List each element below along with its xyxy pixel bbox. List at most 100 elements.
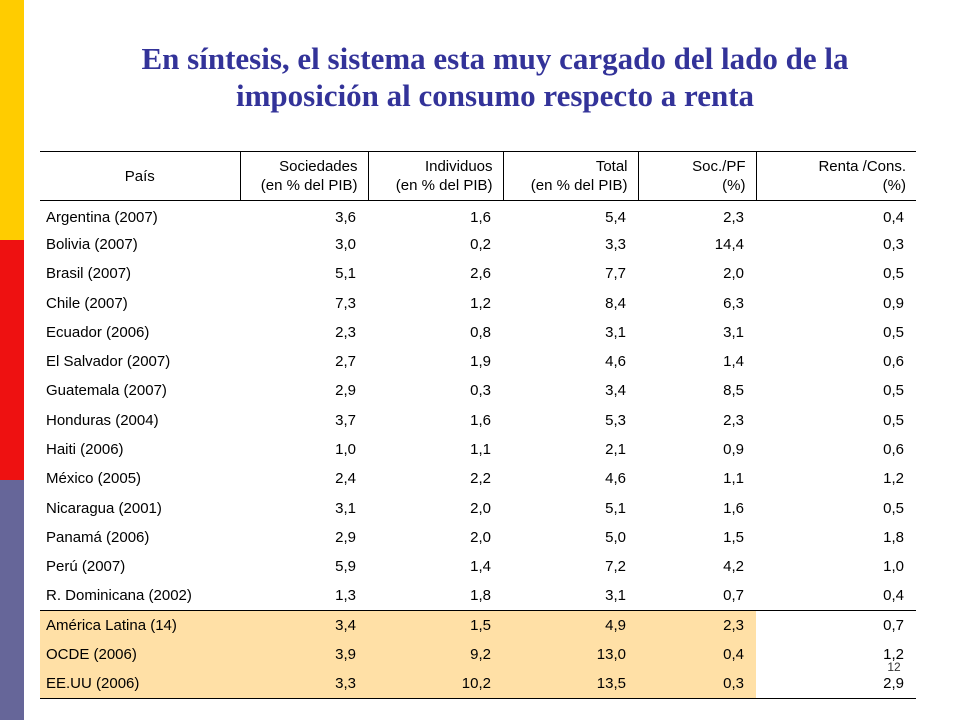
table-row: Guatemala (2007) 2,9 0,3 3,4 8,5 0,5 [40, 376, 916, 405]
cell-country: Brasil (2007) [46, 265, 132, 283]
cell-country: OCDE (2006) [40, 639, 240, 670]
cell-total: 5,4 [605, 208, 626, 226]
table-row: Honduras (2004) 3,7 1,6 5,3 2,3 0,5 [40, 406, 916, 435]
cell-sociedades: 1,0 [335, 441, 356, 459]
cell-soc-pf: 4,2 [723, 558, 744, 576]
cell-total: 4,9 [503, 610, 638, 640]
table-row: Bolivia (2007) 3,0 0,2 3,3 14,4 0,3 [40, 230, 916, 259]
slide-number: 12 [887, 660, 901, 674]
cell-total: 8,4 [605, 294, 626, 312]
cell-total: 4,6 [605, 353, 626, 371]
cell-sociedades: 2,7 [335, 353, 356, 371]
cell-country: Argentina (2007) [46, 208, 158, 226]
table-row: México (2005) 2,4 2,2 4,6 1,1 1,2 [40, 464, 916, 493]
header-label: País [124, 167, 155, 185]
cell-sociedades: 2,3 [335, 323, 356, 341]
table-row: Ecuador (2006) 2,3 0,8 3,1 3,1 0,5 [40, 318, 916, 347]
cell-individuos: 0,3 [470, 382, 491, 400]
cell-soc-pf: 14,4 [714, 235, 744, 253]
cell-sociedades: 3,6 [335, 208, 356, 226]
cell-soc-pf: 2,3 [638, 610, 756, 640]
table-header: País Sociedades (en % del PIB) Individuo… [40, 151, 916, 201]
cell-total: 7,2 [605, 558, 626, 576]
header-total: Total (en % del PIB) [502, 151, 638, 201]
accent-bar-yellow [0, 0, 24, 240]
cell-renta-cons: 0,5 [883, 411, 904, 429]
cell-renta-cons: 1,2 [883, 470, 904, 488]
cell-total: 4,6 [605, 470, 626, 488]
cell-total: 13,5 [503, 669, 638, 700]
aggregate-row: EE.UU (2006) 3,3 10,2 13,5 0,3 2,9 [40, 669, 916, 700]
header-unit: (en % del PIB) [260, 177, 358, 194]
header-unit: (en % del PIB) [530, 177, 628, 194]
cell-individuos: 1,4 [470, 558, 491, 576]
header-country: País [40, 151, 240, 201]
cell-sociedades: 2,9 [335, 528, 356, 546]
cell-individuos: 1,5 [368, 610, 503, 640]
cell-renta-cons: 0,3 [883, 235, 904, 253]
cell-sociedades: 3,9 [240, 639, 368, 670]
cell-country: Honduras (2004) [46, 411, 159, 429]
cell-renta-cons: 0,4 [883, 587, 904, 605]
header-label: Individuos [424, 158, 493, 175]
cell-soc-pf: 0,3 [638, 669, 756, 700]
cell-individuos: 0,8 [470, 323, 491, 341]
header-label: Soc./PF [692, 158, 746, 175]
table-row: Nicaragua (2001) 3,1 2,0 5,1 1,6 0,5 [40, 493, 916, 522]
cell-country: Bolivia (2007) [46, 235, 138, 253]
cell-sociedades: 3,1 [335, 499, 356, 517]
cell-renta-cons: 0,5 [883, 323, 904, 341]
cell-individuos: 1,6 [470, 208, 491, 226]
cell-individuos: 1,6 [470, 411, 491, 429]
header-label: Sociedades [279, 158, 358, 175]
cell-renta-cons: 0,5 [883, 499, 904, 517]
cell-country: Guatemala (2007) [46, 382, 167, 400]
cell-soc-pf: 1,1 [723, 470, 744, 488]
header-individuos: Individuos (en % del PIB) [367, 151, 503, 201]
cell-renta-cons: 1,0 [883, 558, 904, 576]
cell-renta-cons: 1,2 [756, 639, 916, 670]
cell-soc-pf: 2,3 [723, 208, 744, 226]
cell-individuos: 2,0 [470, 528, 491, 546]
header-sociedades: Sociedades (en % del PIB) [239, 151, 368, 201]
cell-soc-pf: 0,7 [723, 587, 744, 605]
header-soc-pf: Soc./PF (%) [637, 151, 756, 201]
cell-individuos: 1,8 [470, 587, 491, 605]
cell-renta-cons: 0,4 [883, 208, 904, 226]
accent-bar-blue [0, 480, 24, 720]
cell-soc-pf: 2,0 [723, 265, 744, 283]
cell-renta-cons: 0,7 [756, 610, 916, 640]
cell-country: Nicaragua (2001) [46, 499, 162, 517]
header-unit: (en % del PIB) [395, 177, 493, 194]
header-label: Renta /Cons. [818, 158, 906, 175]
cell-individuos: 2,2 [470, 470, 491, 488]
cell-total: 3,1 [605, 323, 626, 341]
cell-renta-cons: 0,5 [883, 265, 904, 283]
cell-sociedades: 3,3 [240, 669, 368, 700]
cell-soc-pf: 1,6 [723, 499, 744, 517]
cell-sociedades: 3,0 [335, 235, 356, 253]
cell-renta-cons: 0,6 [883, 353, 904, 371]
cell-country: El Salvador (2007) [46, 353, 171, 371]
cell-total: 7,7 [605, 265, 626, 283]
aggregate-row: OCDE (2006) 3,9 9,2 13,0 0,4 1,2 [40, 639, 916, 670]
cell-renta-cons: 0,9 [883, 294, 904, 312]
cell-total: 13,0 [503, 639, 638, 670]
header-row: País Sociedades (en % del PIB) Individuo… [40, 151, 916, 201]
cell-country: Panamá (2006) [46, 528, 150, 546]
cell-country: América Latina (14) [40, 610, 240, 640]
cell-sociedades: 3,7 [335, 411, 356, 429]
table-row: Argentina (2007) 3,6 1,6 5,4 2,3 0,4 [40, 201, 916, 230]
table-row: Perú (2007) 5,9 1,4 7,2 4,2 1,0 [40, 552, 916, 581]
cell-total: 5,0 [605, 528, 626, 546]
cell-individuos: 1,1 [470, 441, 491, 459]
cell-total: 5,1 [605, 499, 626, 517]
cell-total: 2,1 [605, 441, 626, 459]
cell-country: Chile (2007) [46, 294, 128, 312]
header-label: Total [595, 158, 628, 175]
cell-individuos: 1,2 [470, 294, 491, 312]
table-row: El Salvador (2007) 2,7 1,9 4,6 1,4 0,6 [40, 347, 916, 376]
cell-soc-pf: 2,3 [723, 411, 744, 429]
slide-title: En síntesis, el sistema esta muy cargado… [30, 40, 960, 114]
cell-sociedades: 3,4 [240, 610, 368, 640]
